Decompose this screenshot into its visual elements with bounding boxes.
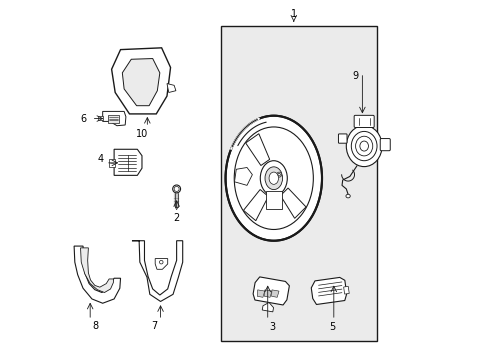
Polygon shape (132, 241, 183, 301)
Ellipse shape (159, 260, 163, 264)
Text: 1: 1 (290, 9, 296, 19)
Polygon shape (245, 134, 269, 166)
Polygon shape (262, 302, 273, 312)
Polygon shape (114, 149, 142, 175)
Text: 5: 5 (328, 322, 334, 332)
Polygon shape (102, 111, 125, 126)
Polygon shape (257, 290, 264, 297)
Polygon shape (243, 189, 268, 221)
Ellipse shape (234, 127, 313, 229)
Text: 6: 6 (81, 114, 87, 124)
Polygon shape (74, 246, 121, 303)
Polygon shape (234, 167, 252, 185)
Polygon shape (225, 116, 322, 241)
Polygon shape (111, 48, 170, 114)
Bar (108, 115, 119, 123)
Text: 9: 9 (351, 71, 358, 81)
Text: 8: 8 (92, 321, 98, 332)
Text: 3: 3 (269, 322, 275, 332)
Bar (221, 26, 376, 341)
Polygon shape (253, 277, 289, 305)
Polygon shape (264, 290, 271, 297)
Polygon shape (122, 59, 160, 106)
Ellipse shape (260, 161, 287, 196)
FancyBboxPatch shape (338, 134, 346, 143)
Polygon shape (166, 84, 176, 93)
Ellipse shape (264, 167, 282, 190)
Bar (265, 191, 281, 208)
Text: 10: 10 (135, 129, 147, 139)
Polygon shape (280, 188, 305, 218)
Bar (98, 116, 102, 120)
Text: 2: 2 (173, 212, 180, 222)
Text: 7: 7 (151, 321, 157, 332)
Ellipse shape (346, 126, 381, 167)
Text: 4: 4 (98, 154, 104, 163)
Ellipse shape (355, 136, 372, 156)
FancyBboxPatch shape (380, 139, 389, 151)
Ellipse shape (172, 185, 180, 193)
Polygon shape (155, 258, 167, 269)
Bar (109, 158, 115, 167)
Polygon shape (343, 286, 348, 294)
FancyBboxPatch shape (353, 115, 373, 127)
Polygon shape (81, 248, 113, 293)
Ellipse shape (276, 172, 281, 177)
Ellipse shape (359, 141, 367, 151)
Ellipse shape (277, 174, 280, 176)
Polygon shape (311, 278, 346, 305)
Polygon shape (271, 290, 279, 297)
Ellipse shape (345, 194, 349, 198)
Ellipse shape (268, 172, 278, 184)
Ellipse shape (350, 131, 376, 161)
